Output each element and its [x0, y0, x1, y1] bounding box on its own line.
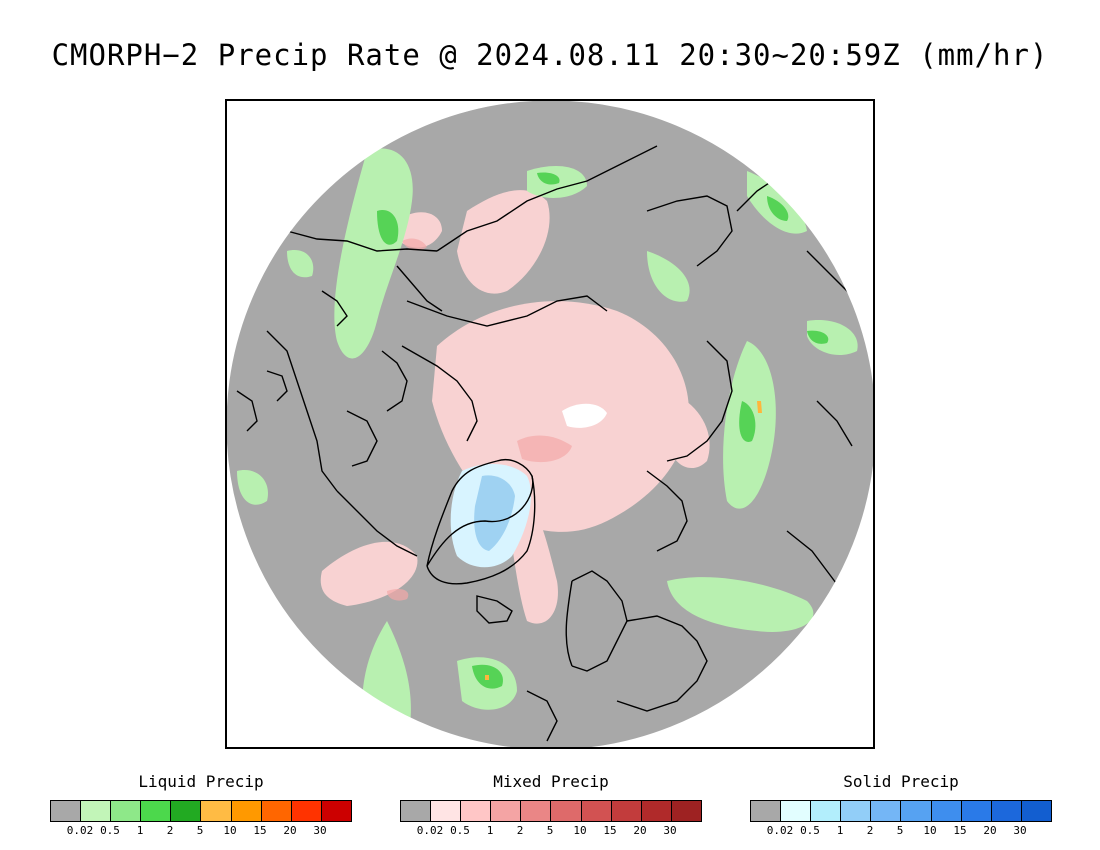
legend-mixed: Mixed Precip 0.02 0.5 1 2 5 10 15 20 30	[400, 770, 702, 840]
mixed-swatch-5	[551, 801, 582, 821]
liquid-tick-label: 0.5	[100, 824, 120, 837]
liquid-swatch-6	[231, 801, 262, 821]
mixed-swatch-0	[401, 801, 432, 821]
mixed-tick-label: 15	[603, 824, 617, 837]
mixed-swatch-3	[491, 801, 522, 821]
mixed-tick-label: 0.5	[450, 824, 470, 837]
liquid-tick-label: 20	[283, 824, 297, 837]
liquid-swatch-7	[261, 801, 292, 821]
liquid-tick-label: 5	[196, 824, 204, 837]
legend-liquid-swatches	[50, 800, 352, 822]
liquid-swatch-3	[141, 801, 172, 821]
mixed-tick-label: 0.02	[416, 824, 444, 837]
solid-tick-label: 20	[983, 824, 997, 837]
solid-swatch-0	[751, 801, 782, 821]
solid-tick-label: 2	[866, 824, 874, 837]
mixed-tick-label: 1	[486, 824, 494, 837]
solid-tick-label: 0.02	[766, 824, 794, 837]
solid-swatch-4	[871, 801, 902, 821]
polar-map-frame	[225, 99, 875, 749]
liquid-tick-label: 15	[253, 824, 267, 837]
polar-precip-map	[227, 101, 873, 747]
mixed-tick-label: 30	[663, 824, 677, 837]
solid-precip-greenland	[450, 464, 532, 568]
liquid-swatch-2	[111, 801, 142, 821]
legend-solid-title: Solid Precip	[843, 772, 959, 791]
mixed-swatch-4	[521, 801, 552, 821]
solid-swatch-8	[991, 801, 1022, 821]
solid-precip-pole	[562, 403, 607, 428]
mixed-swatch-8	[641, 801, 672, 821]
liquid-tick-label: 2	[166, 824, 174, 837]
solid-tick-label: 1	[836, 824, 844, 837]
solid-tick-label: 30	[1013, 824, 1027, 837]
mixed-swatch-6	[581, 801, 612, 821]
mixed-tick-label: 10	[573, 824, 587, 837]
legend-liquid: Liquid Precip 0.02 0.5 1 2 5 10 15 20 30	[50, 770, 352, 840]
legend-mixed-swatches	[400, 800, 702, 822]
chart-title: CMORPH−2 Precip Rate @ 2024.08.11 20:30~…	[51, 38, 1049, 72]
solid-tick-label: 5	[896, 824, 904, 837]
mixed-swatch-1	[431, 801, 462, 821]
mixed-swatch-7	[611, 801, 642, 821]
liquid-swatch-1	[81, 801, 112, 821]
legend-mixed-title: Mixed Precip	[493, 772, 609, 791]
solid-swatch-2	[811, 801, 842, 821]
solid-tick-label: 15	[953, 824, 967, 837]
mixed-swatch-9	[671, 801, 701, 821]
liquid-swatch-5	[201, 801, 232, 821]
solid-swatch-9	[1021, 801, 1051, 821]
legend-liquid-title: Liquid Precip	[138, 772, 264, 791]
liquid-tick-label: 10	[223, 824, 237, 837]
solid-swatch-1	[781, 801, 812, 821]
mixed-tick-label: 2	[516, 824, 524, 837]
liquid-precip-heavy	[485, 401, 762, 680]
liquid-tick-label: 30	[313, 824, 327, 837]
liquid-swatch-8	[291, 801, 322, 821]
solid-tick-label: 0.5	[800, 824, 820, 837]
mixed-precip-core	[387, 238, 572, 601]
liquid-swatch-4	[171, 801, 202, 821]
solid-swatch-6	[931, 801, 962, 821]
solid-swatch-5	[901, 801, 932, 821]
mixed-swatch-2	[461, 801, 492, 821]
liquid-tick-label: 1	[136, 824, 144, 837]
liquid-swatch-0	[51, 801, 82, 821]
liquid-swatch-9	[321, 801, 351, 821]
liquid-tick-label: 0.02	[66, 824, 94, 837]
mixed-tick-label: 20	[633, 824, 647, 837]
solid-swatch-3	[841, 801, 872, 821]
legend-solid-swatches	[750, 800, 1052, 822]
mixed-tick-label: 5	[546, 824, 554, 837]
solid-tick-label: 10	[923, 824, 937, 837]
solid-swatch-7	[961, 801, 992, 821]
coastlines	[236, 145, 863, 742]
legend-solid: Solid Precip 0.02 0.5 1 2 5 10 15 20 30	[750, 770, 1052, 840]
